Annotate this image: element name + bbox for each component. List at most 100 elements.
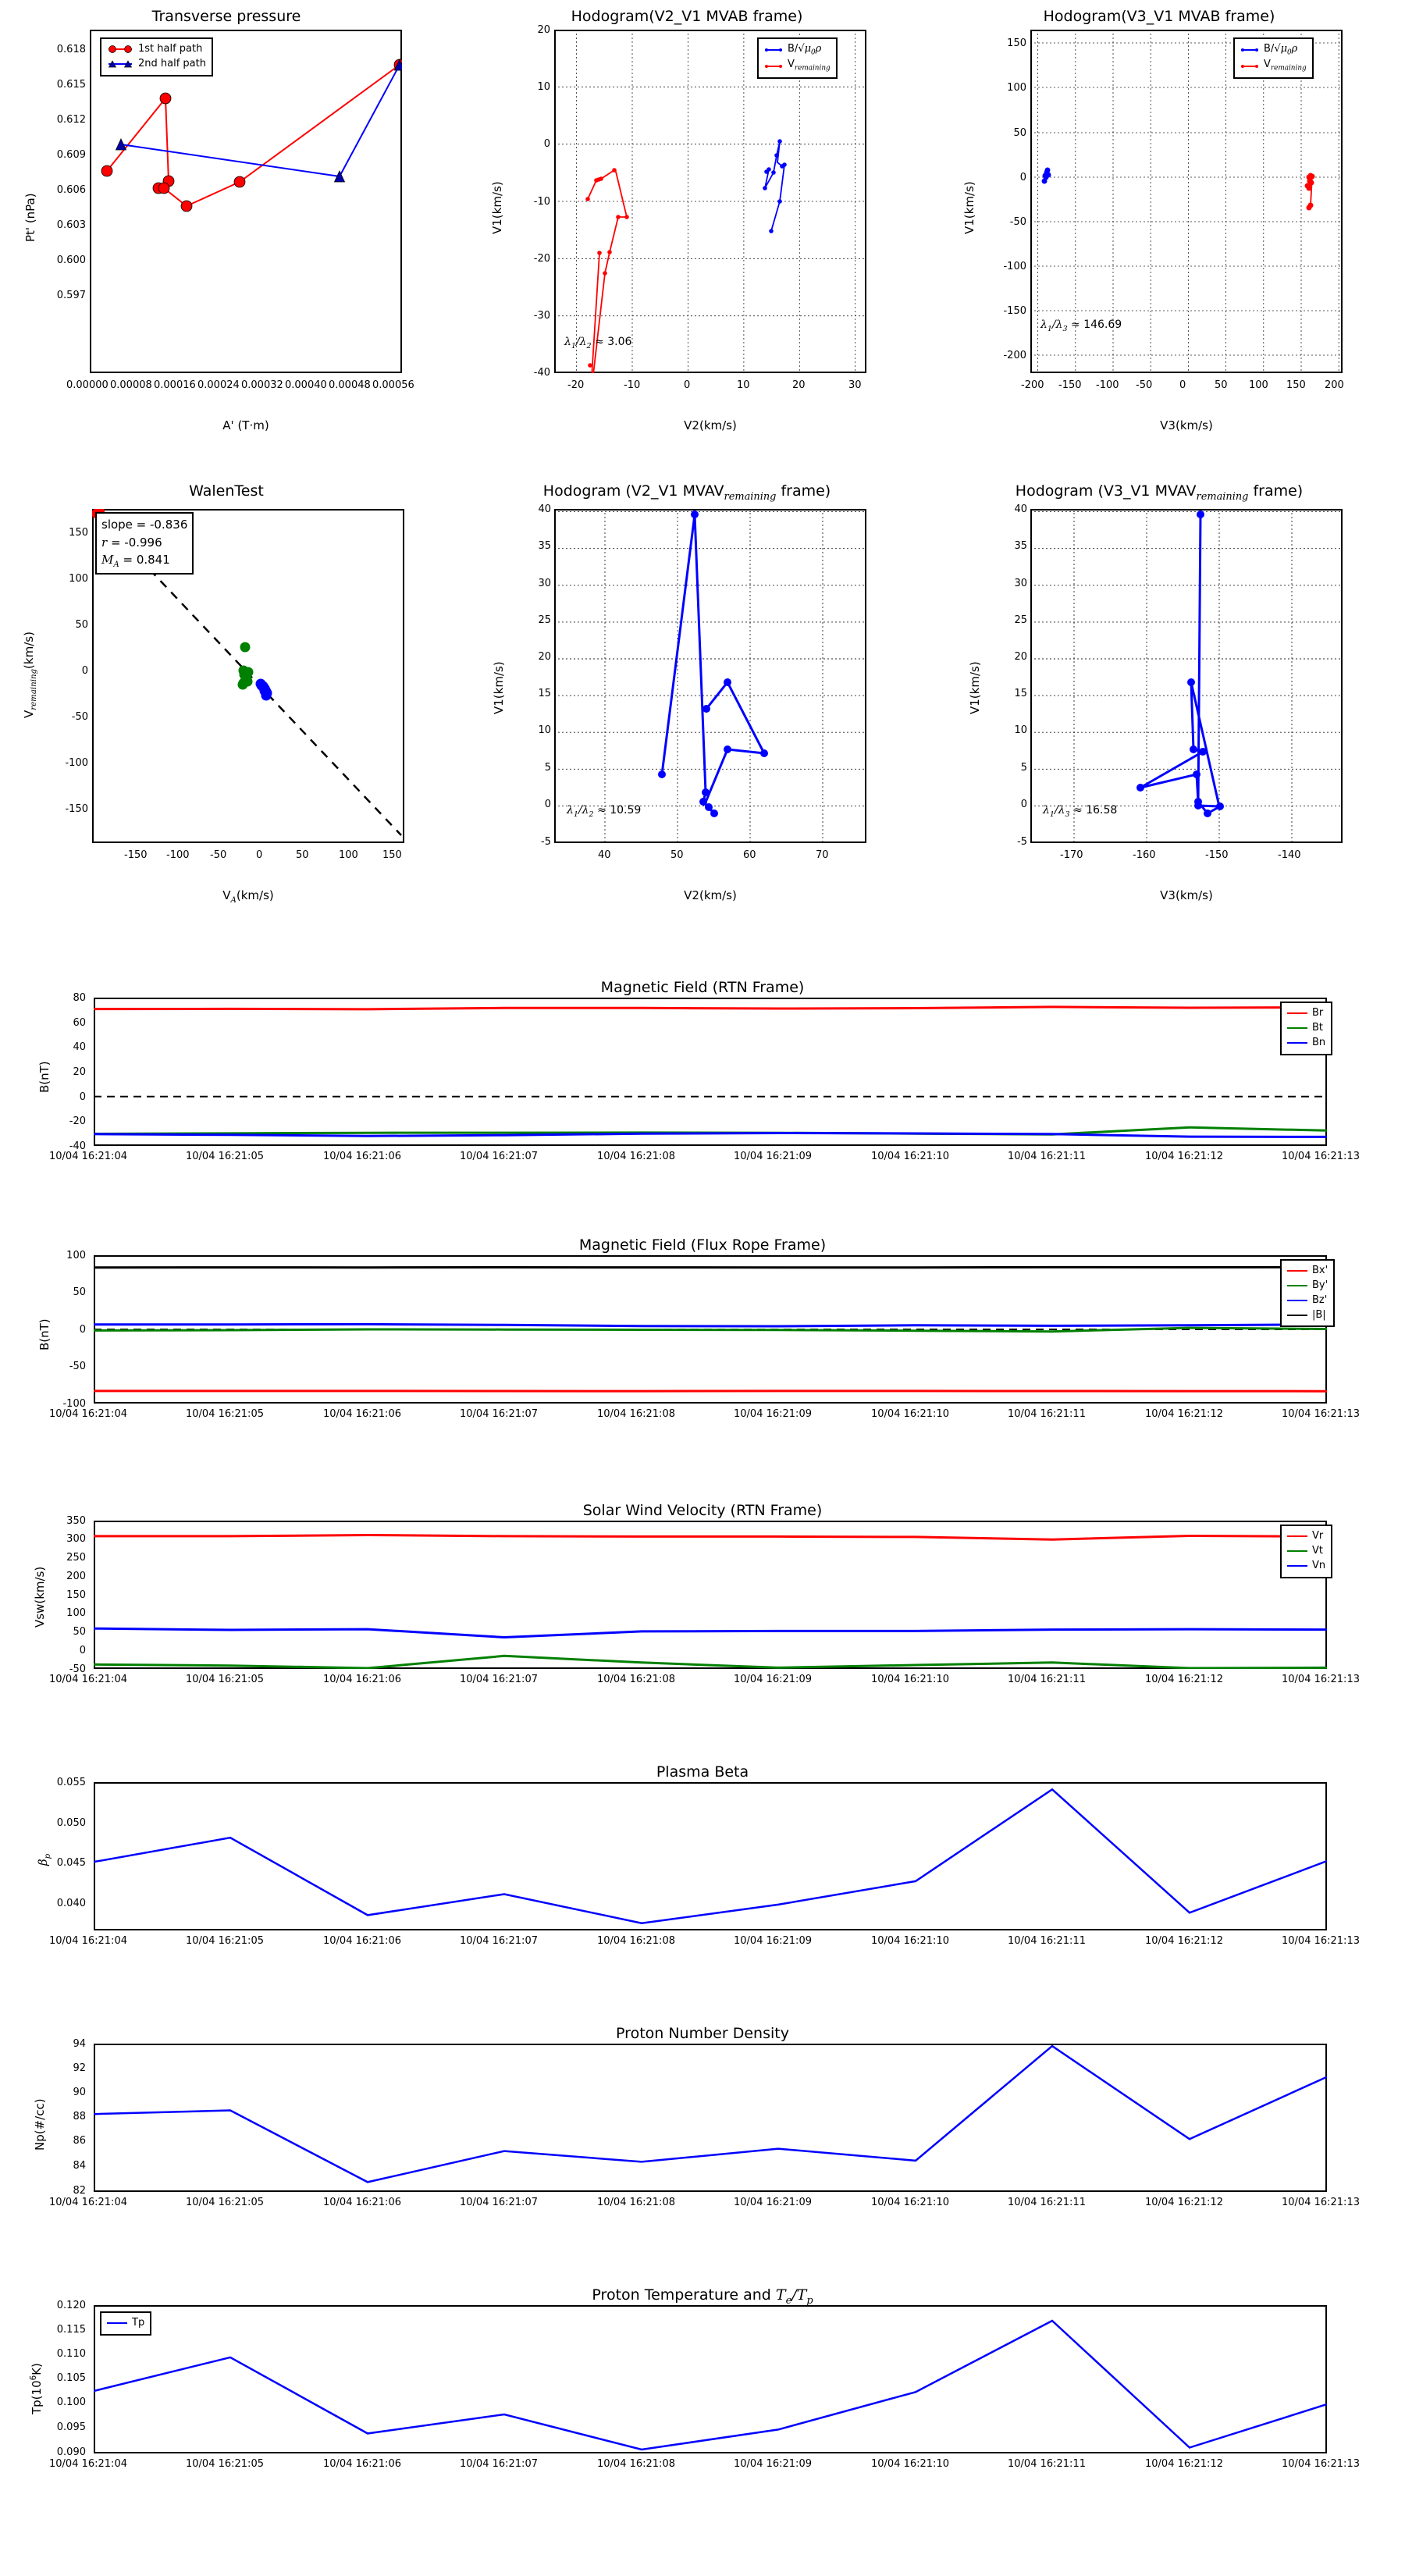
legend-label: Vt: [1312, 1544, 1323, 1557]
legend-label: B/√μ0ρ: [788, 43, 822, 57]
hodogram-v2v1-mvab-svg: [554, 30, 866, 373]
plot-area: [94, 1782, 1327, 1930]
panel-hodogram-v2v1-mvab: Hodogram(V2_V1 MVAB frame) B/√μ0ρ Vremai…: [461, 0, 933, 445]
legend-magnetic-field-fluxrope: Bx' By' Bz' |B|: [1280, 1259, 1336, 1328]
eigenvalue-ratio-annotation: λ1/λ2 ≈ 10.59: [567, 804, 642, 819]
x-axis-label: V2(km/s): [684, 418, 737, 432]
legend-marker-b: [764, 46, 783, 54]
legend-swatch-bmag: [1287, 1314, 1307, 1316]
legend-swatch-tp: [107, 2322, 127, 2325]
solar-wind-velocity-svg: [94, 1533, 1327, 1669]
magnetic-field-fluxrope-svg: [94, 1265, 1327, 1393]
plot-area: [1030, 509, 1343, 843]
y-axis-label: Np(#/cc): [33, 2098, 47, 2151]
y-axis-label: Pt' (nPa): [23, 193, 37, 242]
legend-label: Vr: [1312, 1530, 1324, 1542]
panel-solar-wind-velocity: Solar Wind Velocity (RTN Frame) Vr Vt Vn…: [0, 1499, 1405, 1725]
panel-hodogram-v3v1-mvab: Hodogram(V3_V1 MVAB frame) B/√μ0ρ Vremai…: [933, 0, 1405, 445]
plot-area: [94, 1521, 1327, 1669]
legend-label: Vremaining: [788, 59, 831, 73]
legend-swatch-vn: [1287, 1565, 1307, 1567]
stat-ma: MA = 0.841: [101, 553, 170, 569]
panel-hodogram-v2v1-mvav: Hodogram (V2_V1 MVAVremaining frame) λ1/…: [461, 461, 933, 906]
legend-label: Bz': [1312, 1293, 1328, 1306]
legend-label: Bx': [1312, 1265, 1329, 1276]
x-axis-label: V2(km/s): [684, 888, 737, 902]
legend-swatch-vr: [1287, 1535, 1307, 1538]
panel-title: Plasma Beta: [656, 1763, 749, 1781]
y-axis-label: V1(km/s): [962, 181, 976, 234]
panel-title: Hodogram (V2_V1 MVAVremaining frame): [542, 482, 831, 503]
panel-title: Magnetic Field (Flux Rope Frame): [578, 1236, 827, 1254]
panel-title: Solar Wind Velocity (RTN Frame): [582, 1502, 823, 1519]
proton-temperature-svg: [94, 2319, 1327, 2451]
panel-title: Proton Number Density: [616, 2025, 789, 2042]
eigenvalue-ratio-annotation: λ1/λ2 ≈ 3.06: [564, 336, 632, 350]
eigenvalue-ratio-annotation: λ1/λ3 ≈ 16.58: [1043, 804, 1118, 819]
legend-label: |B|: [1312, 1308, 1326, 1321]
panel-title: WalenTest: [189, 482, 264, 500]
panel-walen-test: WalenTest slope = -0.836 r = -0.996 MA =…: [0, 461, 461, 906]
walen-stats-box: slope = -0.836 r = -0.996 MA = 0.841: [95, 512, 194, 575]
legend-marker-b: [1240, 46, 1259, 54]
transverse-pressure-svg: [101, 59, 402, 212]
legend-marker-v: [1240, 62, 1259, 70]
panel-proton-temperature: Proton Temperature and Te/Tp Tp Tp(106K)…: [0, 2283, 1405, 2517]
legend-marker-triangle: [107, 59, 133, 69]
plot-area: [1030, 30, 1343, 373]
legend-swatch-vt: [1287, 1550, 1307, 1553]
legend-swatch-bx: [1287, 1270, 1307, 1272]
stat-slope: slope = -0.836: [101, 518, 188, 532]
panel-title: Hodogram(V3_V1 MVAB frame): [1043, 8, 1275, 25]
plot-area: [94, 2044, 1327, 2192]
legend-swatch-by: [1287, 1285, 1307, 1287]
hodogram-v3v1-mvab-svg: [1030, 30, 1343, 373]
eigenvalue-ratio-annotation: λ1/λ3 ≈ 146.69: [1040, 318, 1122, 333]
magnetic-field-rtn-svg: [94, 1005, 1327, 1138]
panel-title: Transverse pressure: [151, 8, 301, 25]
hodogram-v2v1-mvav-svg: [554, 509, 866, 843]
legend-label: 1st half path: [138, 43, 203, 55]
panel-transverse-pressure: Transverse pressure Pt' (nPa) A' (T·m) 1…: [0, 0, 461, 445]
x-axis-label: A' (T·m): [222, 418, 269, 432]
legend-swatch-bt: [1287, 1027, 1307, 1030]
legend-label: Tp: [132, 2317, 145, 2329]
hodogram-v3v1-mvav-svg: [1030, 509, 1343, 843]
legend-marker-circle: [107, 44, 133, 54]
legend-label: By': [1312, 1279, 1329, 1291]
legend-label: 2nd half path: [138, 57, 206, 69]
legend-magnetic-field-rtn: Br Bt Bn: [1280, 1002, 1333, 1055]
y-axis-label: Vremaining(km/s): [22, 632, 38, 718]
y-axis-label: V1(km/s): [492, 661, 506, 714]
panel-title: Magnetic Field (RTN Frame): [600, 979, 805, 996]
legend-label: Bn: [1312, 1036, 1326, 1048]
legend-label: Vremaining: [1264, 59, 1307, 73]
legend-swatch-bz: [1287, 1300, 1307, 1302]
legend-label: B/√μ0ρ: [1264, 43, 1298, 57]
legend-proton-temperature: Tp: [100, 2311, 152, 2336]
x-axis-label: V3(km/s): [1160, 418, 1213, 432]
legend-label: Br: [1312, 1007, 1324, 1019]
panel-title: Proton Temperature and Te/Tp: [592, 2286, 813, 2307]
plasma-beta-svg: [94, 1788, 1327, 1924]
stat-r: r = -0.996: [101, 535, 162, 550]
legend-solar-wind-velocity: Vr Vt Vn: [1280, 1525, 1333, 1578]
x-axis-label: VA(km/s): [222, 888, 274, 905]
panel-proton-number-density: Proton Number Density Np(#/cc) 94 92 90 …: [0, 2022, 1405, 2248]
proton-number-density-svg: [94, 2044, 1327, 2183]
legend-hodogram-v2v1-mvab: B/√μ0ρ Vremaining: [757, 37, 838, 79]
legend-label: Bt: [1312, 1021, 1324, 1034]
plot-area: [94, 998, 1327, 1146]
legend-transverse-pressure: 1st half path 2nd half path: [100, 37, 213, 76]
panel-magnetic-field-fluxrope: Magnetic Field (Flux Rope Frame) Bx' By'…: [0, 1233, 1405, 1460]
x-axis-label: V3(km/s): [1160, 888, 1213, 902]
legend-marker-v: [764, 62, 783, 70]
panel-plasma-beta: Plasma Beta βp 0.055 0.050 0.045 0.040 1…: [0, 1760, 1405, 1987]
panel-title: Hodogram(V2_V1 MVAB frame): [571, 8, 803, 25]
plot-area: [554, 509, 866, 843]
plot-area: [90, 30, 402, 373]
y-axis-label: V1(km/s): [490, 181, 504, 234]
y-axis-label: V1(km/s): [968, 661, 982, 714]
legend-label: Vn: [1312, 1559, 1326, 1571]
legend-swatch-bn: [1287, 1042, 1307, 1044]
